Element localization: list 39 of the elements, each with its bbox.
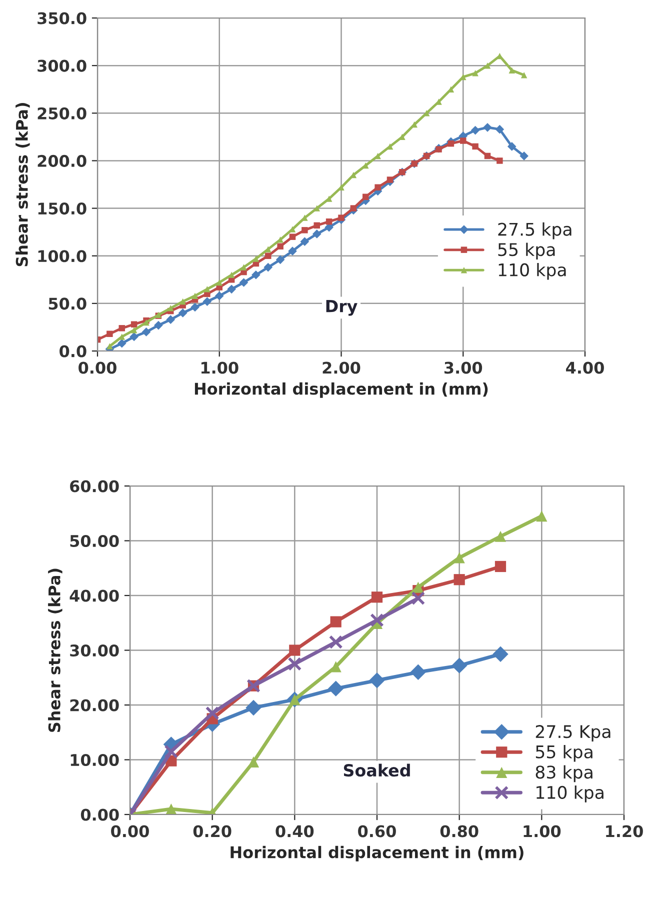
x-tick-label: 0.20	[193, 825, 232, 838]
x-tick-label: 0.40	[276, 825, 314, 838]
x-tick-label: 3.00	[444, 362, 482, 374]
annotation: Dry	[326, 300, 358, 316]
y-tick-label: 100.0	[38, 250, 86, 262]
y-tick-label: 0.00	[80, 808, 119, 821]
x-axis-title: Horizontal displacement in (mm)	[230, 846, 524, 862]
x-tick-label: 0.60	[358, 825, 396, 838]
x-tick-label: 1.00	[524, 825, 561, 838]
annotation: Soaked	[344, 764, 410, 777]
legend-label: 55 kpa	[498, 242, 555, 260]
y-tick-label: 300.0	[38, 60, 86, 72]
legend-label: 27.5 kpa	[498, 222, 572, 240]
x-tick-label: 2.00	[322, 362, 360, 374]
x-tick-label: 0.80	[440, 825, 478, 838]
y-axis-title: Shear stress (kPa)	[16, 103, 30, 266]
x-tick-label: 0.00	[111, 825, 149, 838]
y-axis-title: Shear stress (kPa)	[48, 568, 62, 732]
legend-label: 83 kpa	[536, 765, 592, 782]
y-tick-label: 10.00	[70, 754, 119, 766]
y-tick-label: 50.00	[70, 534, 119, 548]
y-tick-label: 250.0	[38, 107, 86, 120]
y-tick-label: 60.00	[70, 480, 119, 492]
y-tick-label: 350.0	[38, 12, 86, 24]
x-tick-label: 4.00	[566, 362, 604, 374]
y-tick-label: 0.0	[60, 345, 86, 358]
x-tick-label: 1.20	[606, 825, 643, 838]
legend-label: 55 kpa	[536, 744, 592, 762]
legend-label: 110 kpa	[498, 262, 566, 280]
legend-label: 27.5 Kpa	[536, 725, 610, 742]
y-tick-label: 50.0	[48, 298, 86, 310]
y-tick-label: 150.0	[38, 202, 86, 215]
y-tick-label: 20.00	[70, 699, 119, 712]
x-axis-title: Horizontal displacement in (mm)	[194, 382, 488, 398]
y-tick-label: 200.0	[38, 154, 86, 168]
x-tick-label: 1.00	[201, 362, 238, 374]
legend-label: 110 kpa	[536, 786, 604, 802]
y-tick-label: 30.00	[70, 644, 119, 657]
y-tick-label: 40.00	[70, 590, 119, 602]
